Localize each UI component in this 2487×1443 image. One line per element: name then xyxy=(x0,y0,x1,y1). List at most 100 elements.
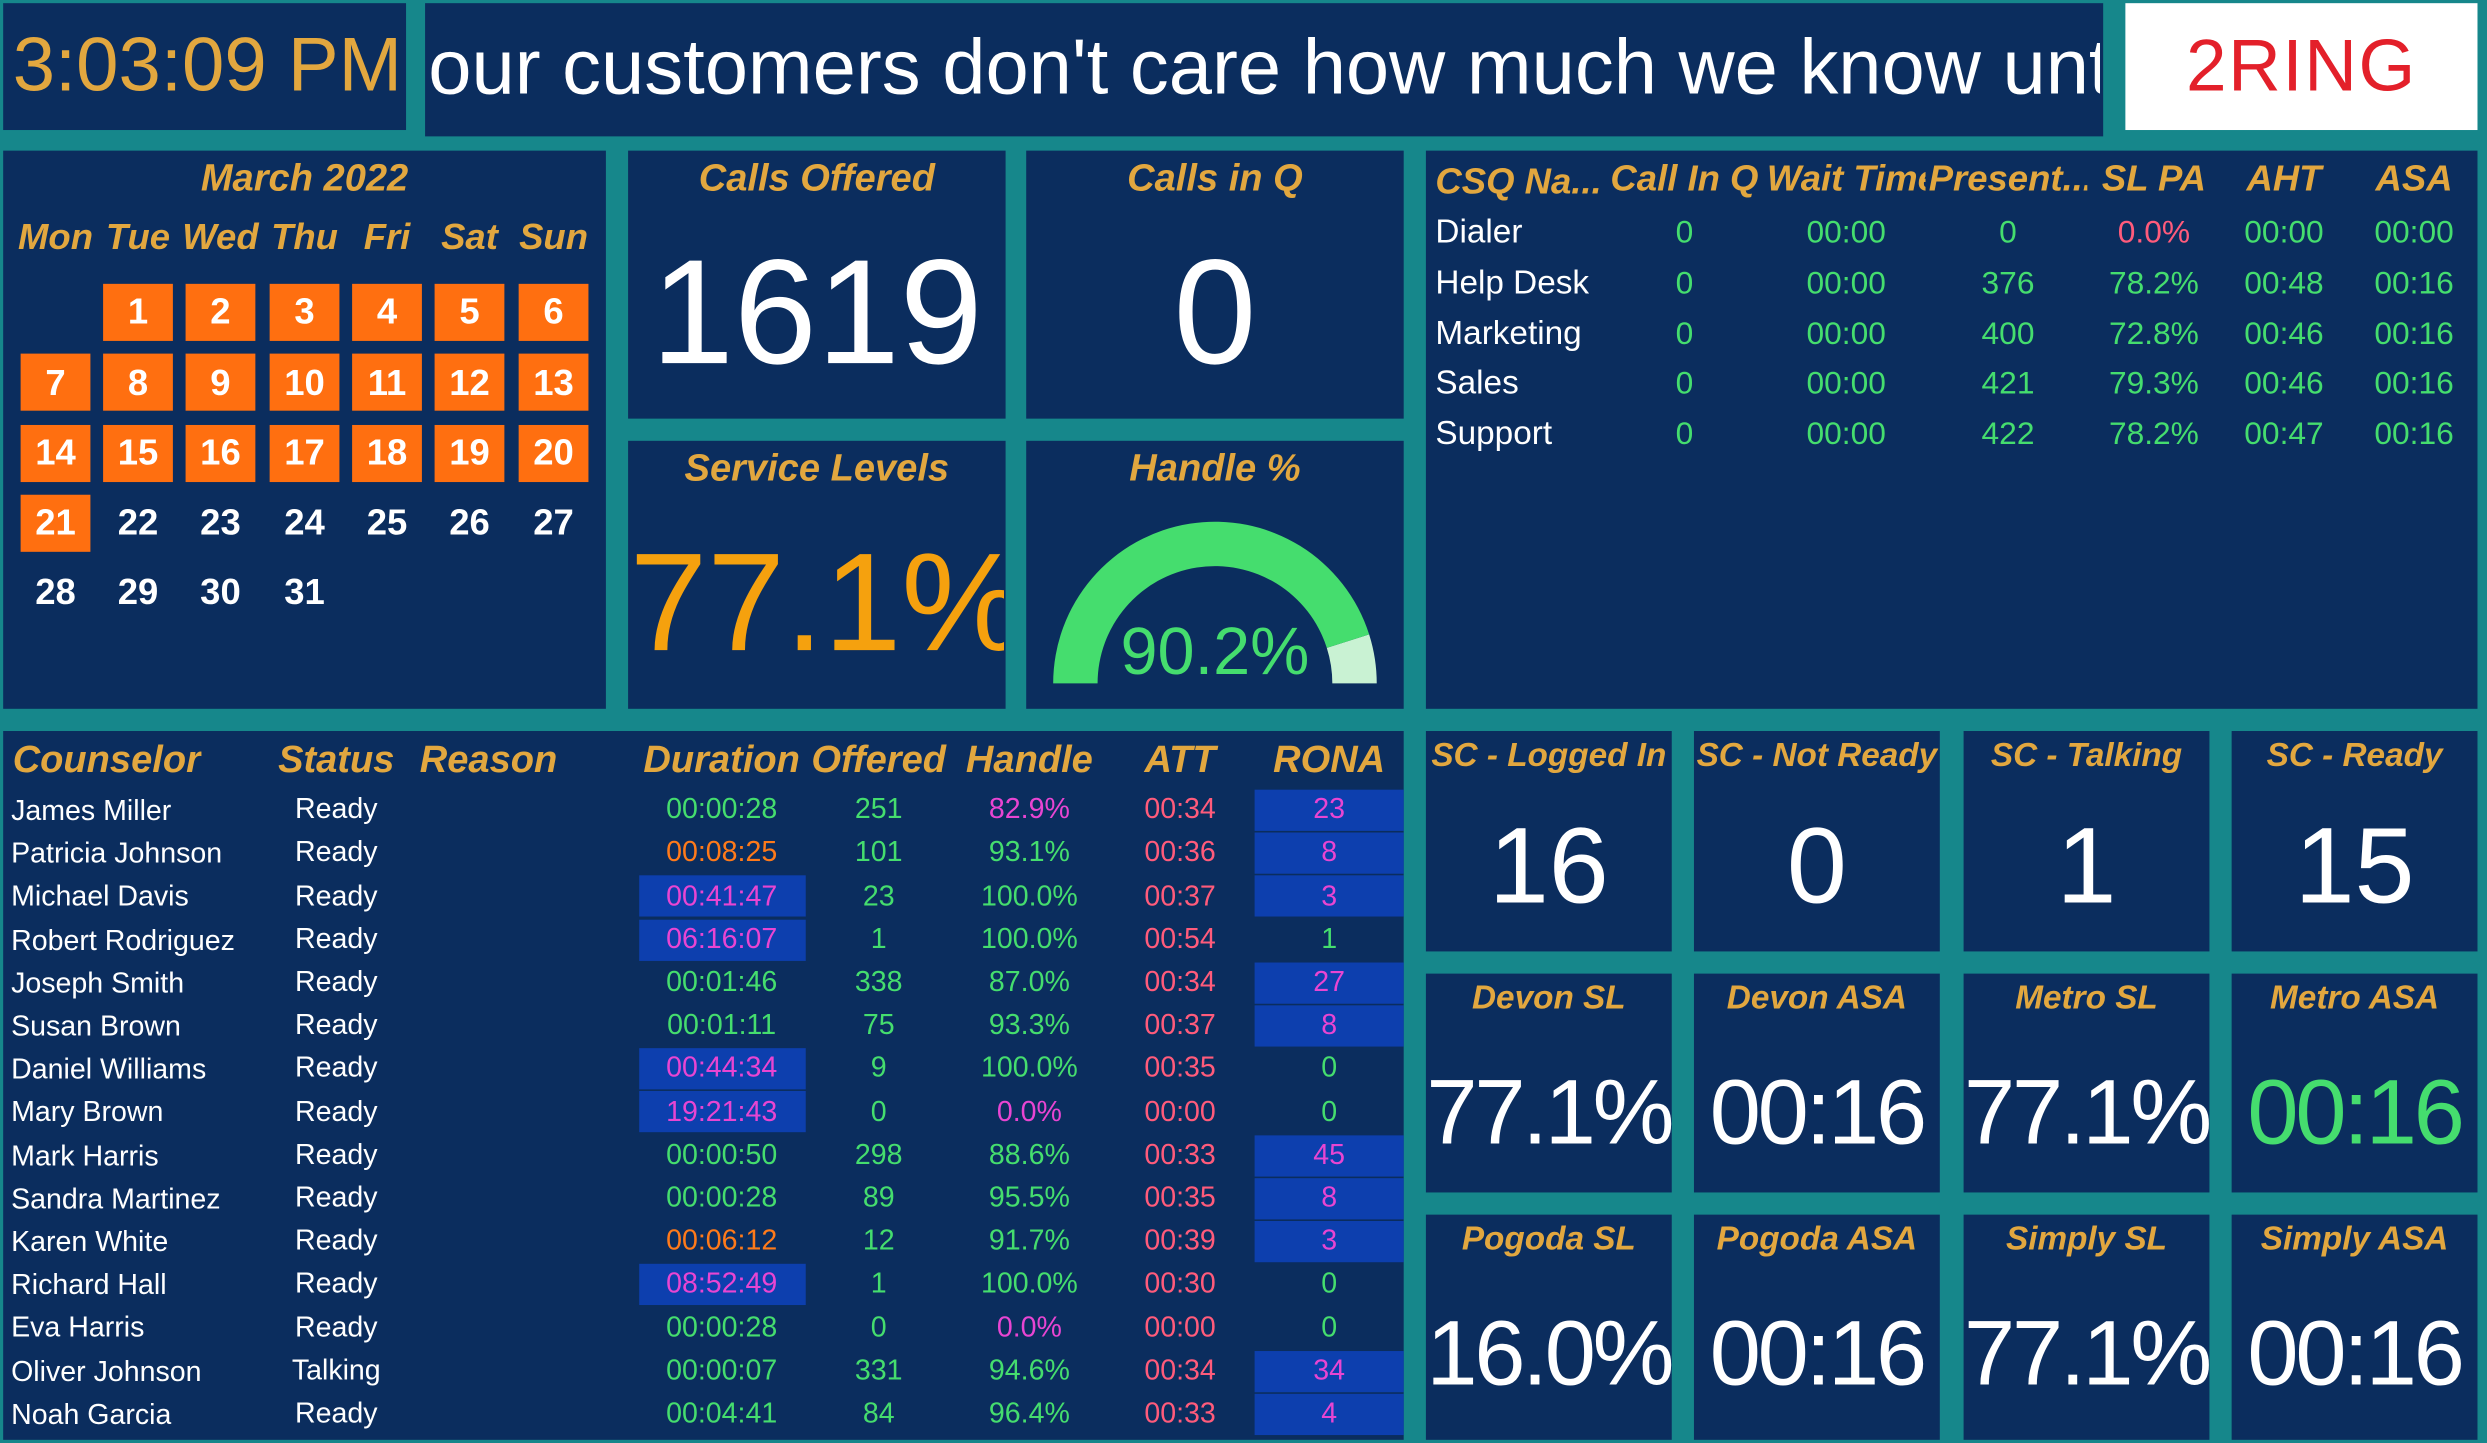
agent-cell: 00:37 xyxy=(1144,879,1216,912)
day-highlight xyxy=(434,354,505,412)
clock: 3:03:09 PM xyxy=(12,23,403,108)
agent-cell: 00:39 xyxy=(1144,1224,1216,1257)
agent-cell: 0 xyxy=(1321,1267,1338,1300)
agent-header: Handle xyxy=(965,738,1093,782)
cell-highlight xyxy=(1254,1220,1404,1263)
day-highlight xyxy=(352,424,422,482)
agent-cell: 00:00:50 xyxy=(666,1138,778,1170)
csq-cell: 00:46 xyxy=(2244,316,2324,352)
csq-cell: 00:00 xyxy=(2244,215,2324,251)
agent-cell: 23 xyxy=(1313,793,1346,825)
cell-highlight xyxy=(1254,1005,1404,1047)
agent-cell: 0 xyxy=(870,1310,887,1343)
stat-tile xyxy=(1693,1214,1940,1440)
csq-panel xyxy=(1425,150,2478,709)
agent-cell: 0 xyxy=(1321,1095,1338,1127)
agent-cell: 88.6% xyxy=(988,1138,1070,1170)
agent-cell: 23 xyxy=(862,879,895,912)
csq-cell: 0 xyxy=(1675,366,1694,402)
calendar-day: 24 xyxy=(284,501,325,543)
csq-cell: 0 xyxy=(1999,215,2017,251)
agent-name: Michael Davis xyxy=(11,880,189,913)
kpi-title: Calls in Q xyxy=(1127,156,1303,200)
tile-title: SC - Logged In xyxy=(1431,737,1667,775)
calendar-day: 22 xyxy=(117,501,159,543)
agent-cell: 34 xyxy=(1313,1353,1346,1386)
day-highlight xyxy=(103,424,173,482)
csq-cell: 0 xyxy=(1675,215,1694,251)
agent-name: Robert Rodriguez xyxy=(11,923,235,956)
gauge-label: 90.2% xyxy=(1120,613,1310,688)
agent-cell: 1 xyxy=(870,922,887,955)
calendar-day: 7 xyxy=(45,360,66,402)
tile-value: 16.0% xyxy=(1426,1302,1674,1406)
day-highlight xyxy=(434,283,505,341)
cell-highlight xyxy=(1254,789,1404,831)
calendar-day: 29 xyxy=(117,571,159,613)
stat-tile xyxy=(1693,973,1940,1193)
agent-cell: 00:41:47 xyxy=(666,879,778,912)
agent-cell: 00:01:11 xyxy=(667,1008,777,1041)
agent-cell: Ready xyxy=(294,1267,378,1300)
calendar-day: 10 xyxy=(284,360,325,402)
agent-cell: Talking xyxy=(291,1353,381,1386)
logo: 2RING xyxy=(2185,23,2417,107)
day-highlight xyxy=(269,283,340,341)
agent-name: Oliver Johnson xyxy=(11,1355,202,1387)
logo-box: 2RING xyxy=(2125,3,2478,131)
calendar-day: 25 xyxy=(366,501,408,543)
tile-title: Metro ASA xyxy=(2270,980,2440,1018)
csq-cell: 00:00 xyxy=(2374,215,2454,251)
csq-cell: 72.8% xyxy=(2108,316,2199,352)
ticker-box xyxy=(425,3,2104,137)
csq-header: CSQ Na... xyxy=(1435,160,1602,202)
kpi-title: Calls Offered xyxy=(698,156,935,200)
weekday: Fri xyxy=(363,215,411,258)
agent-header: Status xyxy=(278,738,395,782)
agent-cell: 27 xyxy=(1313,965,1346,998)
agent-cell: Ready xyxy=(294,1008,378,1041)
agent-cell: 89 xyxy=(862,1181,895,1214)
weekday: Sat xyxy=(441,215,498,258)
cell-highlight xyxy=(638,1048,805,1090)
day-highlight xyxy=(20,424,91,482)
csq-header: Call In Q xyxy=(1610,157,1759,199)
agent-cell: 00:00 xyxy=(1144,1095,1216,1127)
agent-cell: 93.3% xyxy=(988,1008,1070,1041)
agent-cell: 84 xyxy=(862,1397,895,1429)
tile-value: 16 xyxy=(1488,805,1609,927)
calendar-day: 21 xyxy=(35,501,76,543)
csq-cell: 422 xyxy=(1981,417,2035,453)
calendar-day: 31 xyxy=(284,571,325,613)
agent-cell: Ready xyxy=(294,1051,378,1084)
stat-tile xyxy=(1425,1214,1672,1440)
weekday: Wed xyxy=(182,215,259,258)
calendar-day: 5 xyxy=(459,290,480,332)
agent-cell: 00:44:34 xyxy=(666,1051,778,1084)
day-highlight xyxy=(269,354,340,412)
agent-name: Mark Harris xyxy=(11,1139,159,1172)
calendar-day: 14 xyxy=(35,430,76,473)
kpi-panel xyxy=(628,150,1006,419)
agent-cell: 100.0% xyxy=(980,922,1078,955)
agent-header: ATT xyxy=(1144,738,1216,782)
agent-cell: 06:16:07 xyxy=(666,922,778,955)
csq-name: Support xyxy=(1435,415,1553,453)
agent-cell: 1 xyxy=(1321,922,1338,955)
calendar-day: 8 xyxy=(127,360,149,402)
agent-cell: 298 xyxy=(854,1138,903,1170)
calendar-day: 18 xyxy=(366,430,408,473)
agent-cell: 100.0% xyxy=(980,1267,1078,1300)
csq-cell: 00:48 xyxy=(2244,266,2324,301)
csq-cell: 400 xyxy=(1981,316,2035,352)
calendar-day: 2 xyxy=(210,290,231,332)
calendar-day: 19 xyxy=(449,430,490,473)
csq-cell: 421 xyxy=(1981,366,2035,402)
weekday: Mon xyxy=(18,215,93,258)
agent-header: Offered xyxy=(811,738,947,782)
csq-cell: 00:47 xyxy=(2244,417,2324,453)
calendar-day: 12 xyxy=(449,360,490,402)
day-highlight xyxy=(518,354,589,412)
csq-cell: 00:46 xyxy=(2244,366,2324,402)
agent-cell: 12 xyxy=(862,1224,895,1257)
